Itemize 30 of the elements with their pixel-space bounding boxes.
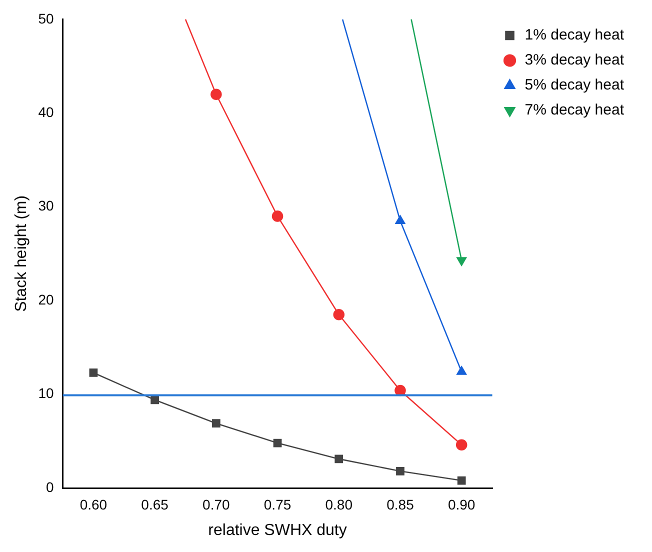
legend-label: 7% decay heat (524, 102, 625, 119)
legend-label: 3% decay heat (524, 52, 625, 69)
y-axis-title: Stack height (m) (13, 195, 30, 312)
point (212, 419, 220, 428)
x-tick-label: 0.85 (386, 496, 414, 512)
point (150, 396, 159, 404)
point (333, 308, 345, 320)
x-tick-label: 0.90 (448, 496, 476, 512)
x-tick-label: 0.60 (80, 496, 108, 512)
point (457, 476, 466, 485)
y-tick-label: 0 (46, 478, 54, 495)
point (396, 466, 404, 476)
y-tick-label: 10 (38, 385, 54, 402)
y-tick-label: 20 (38, 291, 54, 308)
point (210, 88, 222, 100)
point (456, 439, 468, 451)
x-tick-label: 0.65 (141, 496, 169, 512)
x-tick-label: 0.75 (264, 496, 292, 512)
y-tick-label: 50 (38, 10, 54, 26)
y-tick-label: 30 (38, 198, 54, 214)
legend-label: 5% decay heat (524, 76, 625, 94)
point (89, 368, 98, 377)
point (272, 210, 284, 222)
legend-label: 1% decay heat (524, 26, 625, 44)
point (334, 454, 344, 464)
x-tick-label: 0.80 (325, 496, 353, 512)
x-axis-title: relative SWHX duty (208, 522, 347, 539)
point (273, 438, 282, 448)
y-tick-label: 40 (38, 104, 54, 120)
x-tick-label: 0.70 (202, 496, 230, 512)
